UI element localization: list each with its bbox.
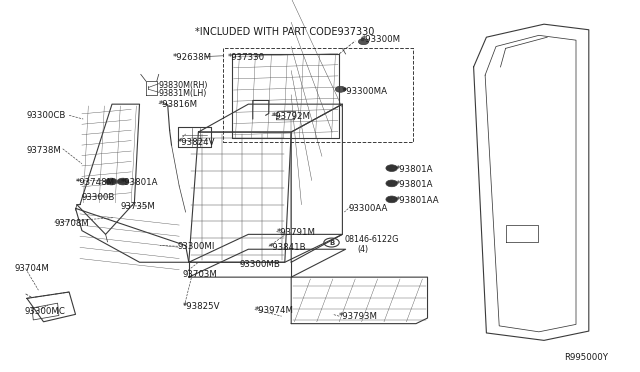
Text: *93841B: *93841B (269, 243, 307, 252)
Text: *93792M: *93792M (272, 112, 311, 121)
Text: 93300AA: 93300AA (349, 204, 388, 213)
Text: *93825V: *93825V (182, 302, 220, 311)
Circle shape (358, 39, 369, 45)
Text: 08146-6122G: 08146-6122G (344, 235, 399, 244)
Circle shape (117, 178, 129, 185)
Circle shape (106, 178, 117, 185)
Text: 93830M(RH): 93830M(RH) (159, 81, 208, 90)
Text: *93748M: *93748M (76, 178, 115, 187)
Text: 93300CB: 93300CB (27, 111, 67, 120)
Circle shape (386, 180, 397, 187)
Text: *93801A: *93801A (120, 178, 158, 187)
Text: *93791M: *93791M (276, 228, 316, 237)
Text: 93831M(LH): 93831M(LH) (159, 89, 207, 98)
Text: *93816M: *93816M (159, 100, 198, 109)
Text: 93708M: 93708M (54, 219, 89, 228)
Text: 93738M: 93738M (27, 146, 61, 155)
Text: *93801A: *93801A (396, 165, 433, 174)
Circle shape (386, 196, 397, 203)
Text: R995000Y: R995000Y (564, 353, 609, 362)
Text: *93300MA: *93300MA (342, 87, 387, 96)
Text: 93300MI: 93300MI (178, 242, 215, 251)
Text: *93300M: *93300M (362, 35, 401, 44)
Circle shape (386, 165, 397, 171)
Text: *93824V: *93824V (178, 138, 216, 147)
Text: *937330: *937330 (228, 53, 265, 62)
Text: 93735M: 93735M (120, 202, 155, 211)
Text: *93801AA: *93801AA (396, 196, 439, 205)
Text: *93801A: *93801A (396, 180, 433, 189)
Text: B: B (329, 240, 334, 246)
Circle shape (335, 86, 346, 92)
Text: 93300MB: 93300MB (240, 260, 281, 269)
Text: 93300MC: 93300MC (24, 307, 65, 316)
Text: 93703M: 93703M (182, 270, 217, 279)
Text: *92638M: *92638M (172, 53, 212, 62)
Text: 93300B: 93300B (82, 193, 115, 202)
Text: 93704M: 93704M (14, 264, 49, 273)
Text: *INCLUDED WITH PART CODE937330: *INCLUDED WITH PART CODE937330 (195, 27, 374, 36)
Text: *93974M: *93974M (255, 306, 294, 315)
Text: *93793M: *93793M (339, 312, 378, 321)
Text: (4): (4) (357, 245, 368, 254)
